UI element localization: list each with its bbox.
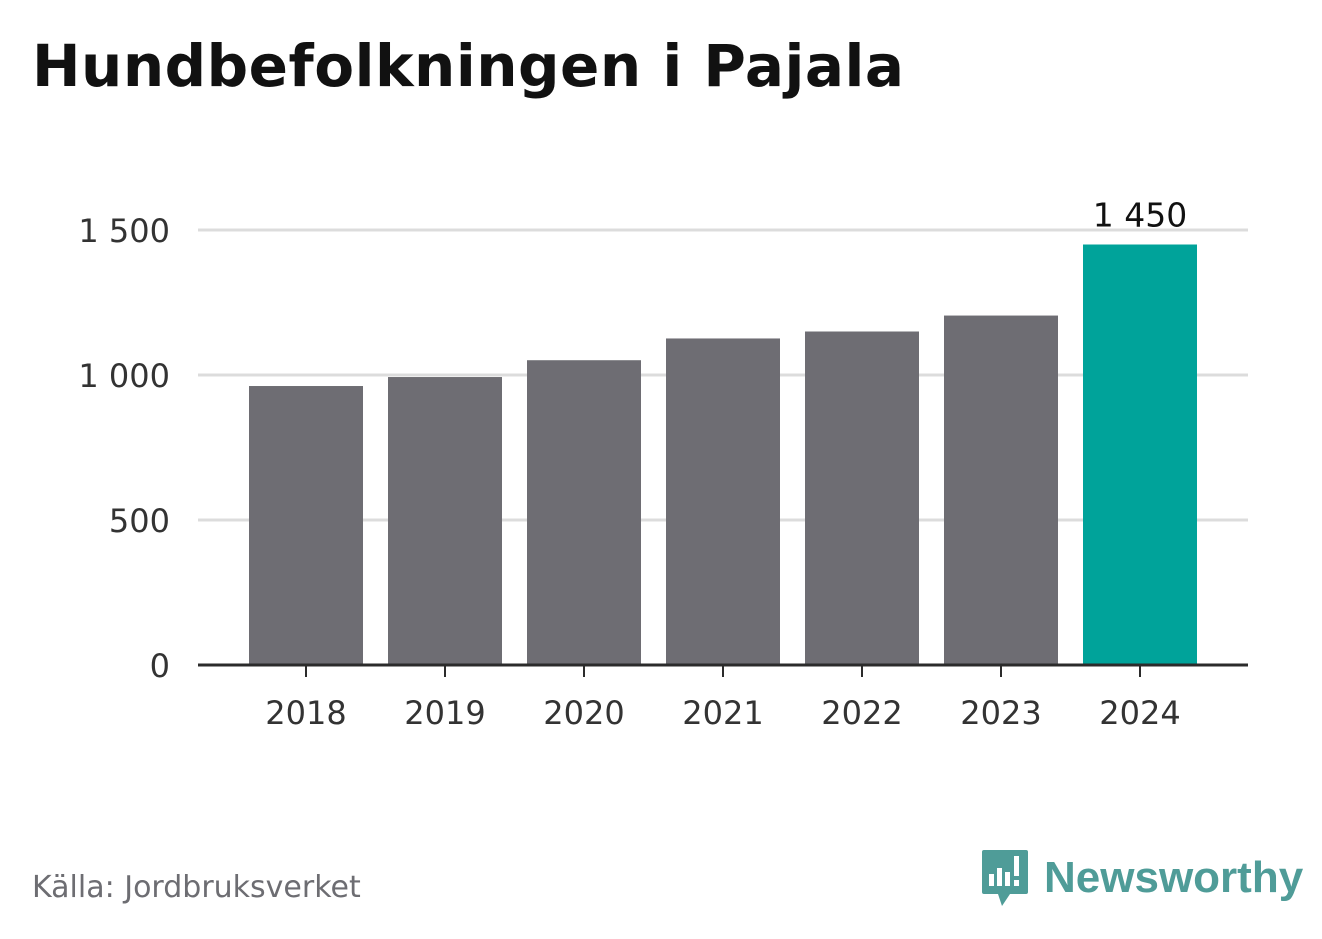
- x-tick-label: 2024: [1099, 694, 1180, 732]
- bars: [249, 244, 1197, 665]
- x-tick-label: 2020: [543, 694, 624, 732]
- y-axis-ticks: 0 500 1 000 1 500: [78, 212, 170, 685]
- x-tick-label: 2023: [960, 694, 1041, 732]
- y-tick-label: 500: [109, 502, 170, 540]
- data-label: 1 450: [1093, 196, 1187, 235]
- bar-2024: [1083, 244, 1197, 665]
- brand-name: Newsworthy: [1044, 853, 1304, 902]
- bar-2022: [805, 331, 919, 665]
- y-tick-label: 1 000: [78, 357, 170, 395]
- y-tick-label: 0: [150, 647, 170, 685]
- y-tick-label: 1 500: [78, 212, 170, 250]
- x-tick-label: 2022: [821, 694, 902, 732]
- bar-2021: [666, 338, 780, 665]
- x-tick-label: 2021: [682, 694, 763, 732]
- x-tick-label: 2018: [265, 694, 346, 732]
- bar-2023: [944, 315, 1058, 665]
- chart-title: Hundbefolkningen i Pajala: [32, 32, 905, 100]
- brand-logo: Newsworthy: [980, 848, 1303, 908]
- x-axis-ticks: 2018 2019 2020 2021 2022 2023 2024: [265, 665, 1181, 732]
- bar-2018: [249, 386, 363, 665]
- bar-2020: [527, 360, 641, 665]
- bar-2019: [388, 377, 502, 665]
- x-tick-label: 2019: [404, 694, 485, 732]
- data-labels: 1 450: [1093, 196, 1187, 235]
- newsworthy-logo-icon: [982, 850, 1028, 906]
- source-note: Källa: Jordbruksverket: [32, 870, 361, 905]
